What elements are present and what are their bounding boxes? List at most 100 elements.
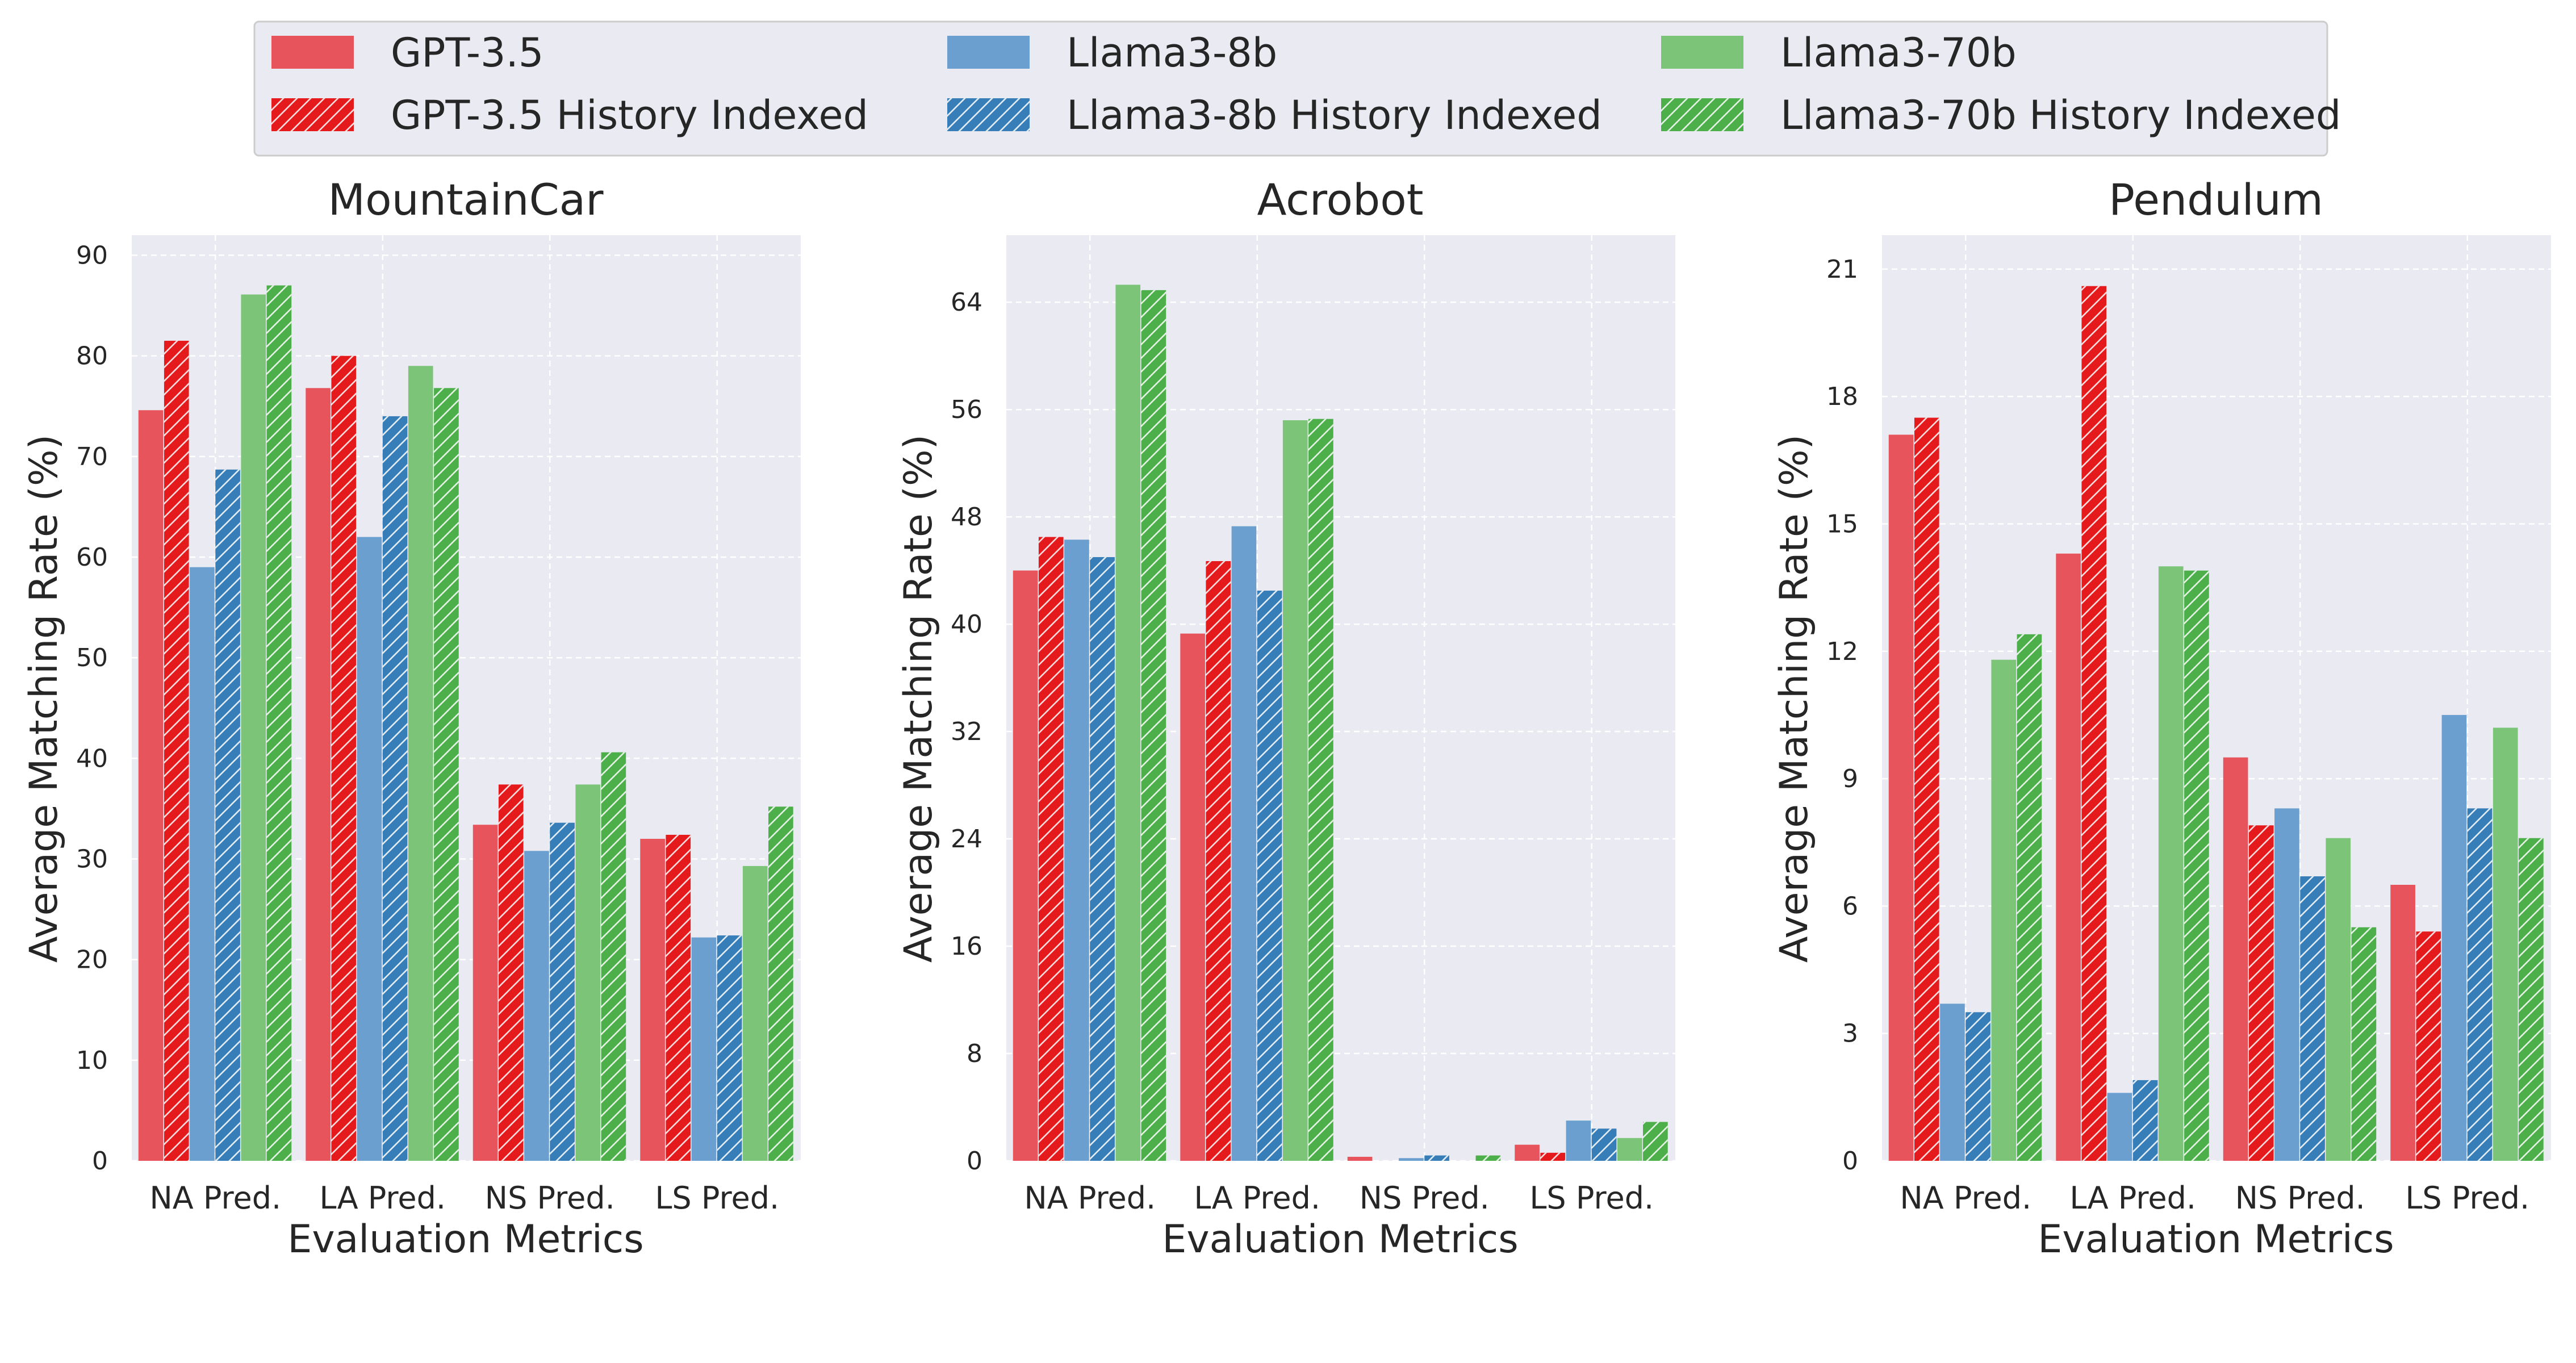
bar-fill <box>742 866 768 1161</box>
bar <box>1347 1156 1373 1161</box>
chart-panel-acrobot: Acrobot Average Matching Rate (%) Evalua… <box>896 174 1675 1262</box>
y-tick-label: 8 <box>967 1039 982 1068</box>
bar-fill <box>575 784 601 1161</box>
bar <box>138 410 164 1161</box>
chart-title: Pendulum <box>2109 174 2323 225</box>
bar-hatch <box>717 935 742 1161</box>
x-tick-label: NS Pred. <box>2235 1180 2365 1216</box>
bar <box>498 784 524 1161</box>
bar <box>164 341 189 1161</box>
bar <box>1888 434 1914 1161</box>
bar-fill <box>2274 808 2299 1161</box>
bar-fill <box>2056 553 2081 1161</box>
bar <box>2056 553 2081 1161</box>
bar <box>1231 526 1257 1161</box>
bar <box>601 752 626 1161</box>
bar <box>1180 633 1205 1161</box>
y-axis-label: Average Matching Rate (%) <box>896 434 941 963</box>
bar-fill <box>1617 1138 1642 1161</box>
bar-fill <box>1282 420 1308 1161</box>
y-tick-label: 15 <box>1826 509 1858 538</box>
legend-label: GPT-3.5 <box>391 30 543 76</box>
y-tick-label: 3 <box>1842 1019 1858 1048</box>
bar-hatch <box>2416 931 2441 1161</box>
bar-fill <box>2223 757 2248 1161</box>
bar-hatch <box>1914 417 1939 1161</box>
bar-fill <box>1399 1158 1424 1161</box>
bar-fill <box>2390 884 2415 1161</box>
bar <box>2274 808 2299 1161</box>
x-tick-label: LS Pred. <box>2405 1180 2529 1216</box>
bar <box>1064 540 1089 1161</box>
bar <box>434 388 459 1161</box>
bar <box>717 935 742 1161</box>
bar <box>1966 1012 1990 1161</box>
bar <box>215 469 240 1161</box>
bar-fill <box>357 537 382 1161</box>
bar-hatch <box>550 822 575 1161</box>
legend-entry: Llama3-8b <box>947 30 1277 76</box>
bar <box>1566 1120 1591 1161</box>
bar-fill <box>2441 714 2467 1161</box>
y-tick-label: 6 <box>1842 892 1858 921</box>
legend-swatch-hatch <box>947 98 1030 131</box>
bar <box>575 784 601 1161</box>
y-tick-label: 24 <box>951 825 982 854</box>
legend-label: Llama3-8b History Indexed <box>1067 92 1602 139</box>
y-tick-label: 16 <box>951 932 982 961</box>
bar <box>357 537 382 1161</box>
chart-title: MountainCar <box>328 174 604 225</box>
bar-hatch <box>1424 1155 1449 1161</box>
bar-fill <box>1991 659 2017 1161</box>
bar-fill <box>691 937 717 1161</box>
bar-hatch <box>266 285 292 1161</box>
y-tick-label: 0 <box>92 1147 108 1176</box>
bar <box>2017 634 2042 1161</box>
bar-hatch <box>1038 537 1064 1161</box>
y-tick-label: 64 <box>951 288 982 317</box>
bar <box>2416 931 2441 1161</box>
bar <box>241 294 266 1161</box>
bar <box>1257 591 1282 1161</box>
bar-fill <box>640 839 665 1161</box>
bar-hatch <box>2248 825 2274 1161</box>
bar-fill <box>1940 1004 1965 1161</box>
bar <box>1013 570 1038 1161</box>
legend-swatch <box>271 36 354 69</box>
bar-hatch <box>1206 561 1231 1161</box>
legend-entry: Llama3-70b <box>1661 30 2017 76</box>
bar <box>382 416 408 1161</box>
bar <box>472 825 498 1161</box>
x-tick-label: LS Pred. <box>1529 1180 1654 1216</box>
bar <box>1141 290 1166 1161</box>
bar <box>2390 884 2415 1161</box>
chart-title: Acrobot <box>1257 174 1423 225</box>
legend-label: GPT-3.5 History Indexed <box>391 92 868 139</box>
y-tick-label: 0 <box>1842 1147 1858 1176</box>
bar <box>2132 1080 2158 1161</box>
bar <box>1475 1155 1501 1161</box>
plot-area: 0 10 20 30 40 50 60 70 80 90 NA Pred. LA Pred. NS Pr… <box>76 235 801 1216</box>
x-tick-label: LS Pred. <box>655 1180 779 1216</box>
bar <box>190 567 215 1161</box>
x-tick-label: NS Pred. <box>485 1180 615 1216</box>
x-tick-label: NS Pred. <box>1360 1180 1490 1216</box>
y-tick-label: 56 <box>951 395 982 424</box>
bar-hatch <box>1257 591 1282 1161</box>
legend: GPT-3.5 GPT-3.5 History Indexed Llama3-8b L… <box>253 20 2341 157</box>
plot-area: 0 8 16 24 32 40 48 56 64 NA Pred. LA Pred. NS Pred.… <box>951 235 1675 1216</box>
y-tick-label: 40 <box>76 744 108 773</box>
bar-fill <box>306 388 331 1161</box>
bar <box>691 937 717 1161</box>
bar <box>2107 1093 2132 1161</box>
legend-swatch <box>1661 36 1743 69</box>
bar-hatch <box>1090 557 1115 1161</box>
y-tick-label: 0 <box>967 1147 982 1176</box>
y-tick-label: 9 <box>1842 764 1858 793</box>
bar-fill <box>408 366 433 1161</box>
bar-fill <box>1013 570 1038 1161</box>
bar <box>1914 417 1939 1161</box>
bar-fill <box>1064 540 1089 1161</box>
bar-hatch <box>2467 808 2493 1161</box>
bar <box>2467 808 2493 1161</box>
